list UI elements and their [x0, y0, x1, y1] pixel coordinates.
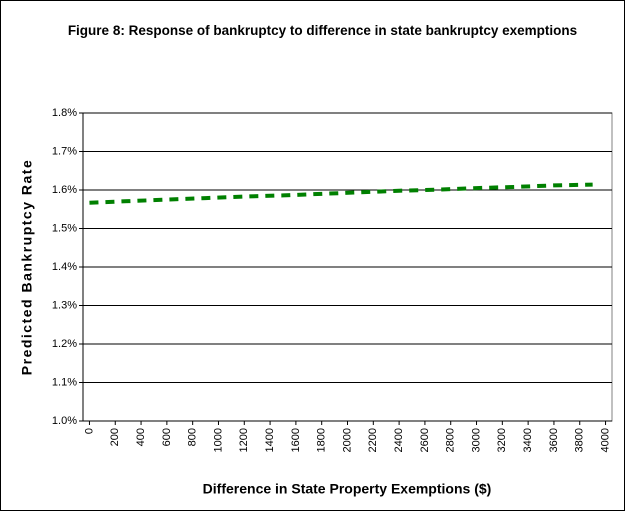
- x-tick-label: 1200: [238, 428, 250, 452]
- y-tick-label: 1.1%: [52, 376, 77, 388]
- y-tick-label: 1.5%: [52, 222, 77, 234]
- x-tick-label: 1800: [316, 428, 328, 452]
- x-tick-label: 200: [109, 428, 121, 446]
- x-tick-label: 3000: [470, 428, 482, 452]
- x-axis-title: Difference in State Property Exemptions …: [203, 481, 492, 497]
- x-tick-label: 4000: [599, 428, 611, 452]
- y-tick-label: 1.8%: [52, 107, 77, 119]
- x-tick-label: 1600: [290, 428, 302, 452]
- x-tick-label: 600: [161, 428, 173, 446]
- x-tick-label: 2000: [341, 428, 353, 452]
- y-tick-label: 1.7%: [52, 145, 77, 157]
- x-tick-label: 2200: [367, 428, 379, 452]
- x-tick-label: 0: [83, 428, 95, 434]
- y-axis-title: Predicted Bankruptcy Rate: [19, 159, 35, 375]
- data-line: [89, 182, 593, 205]
- x-tick-label: 3200: [496, 428, 508, 452]
- y-tick-label: 1.4%: [52, 261, 77, 273]
- x-tick-label: 1000: [212, 428, 224, 452]
- y-tick-label: 1.3%: [52, 299, 77, 311]
- y-tick-label: 1.0%: [52, 415, 77, 427]
- x-tick-label: 2800: [445, 428, 457, 452]
- x-tick-label: 3600: [548, 428, 560, 452]
- x-tick-label: 3800: [574, 428, 586, 452]
- x-tick-label: 3400: [522, 428, 534, 452]
- x-tick-label: 2400: [393, 428, 405, 452]
- x-tick-label: 800: [187, 428, 199, 446]
- y-tick-label: 1.6%: [52, 184, 77, 196]
- y-tick-label: 1.2%: [52, 338, 77, 350]
- x-tick-label: 400: [135, 428, 147, 446]
- chart-title: Figure 8: Response of bankruptcy to diff…: [67, 23, 578, 38]
- x-tick-label: 2600: [419, 428, 431, 452]
- x-tick-label: 1400: [264, 428, 276, 452]
